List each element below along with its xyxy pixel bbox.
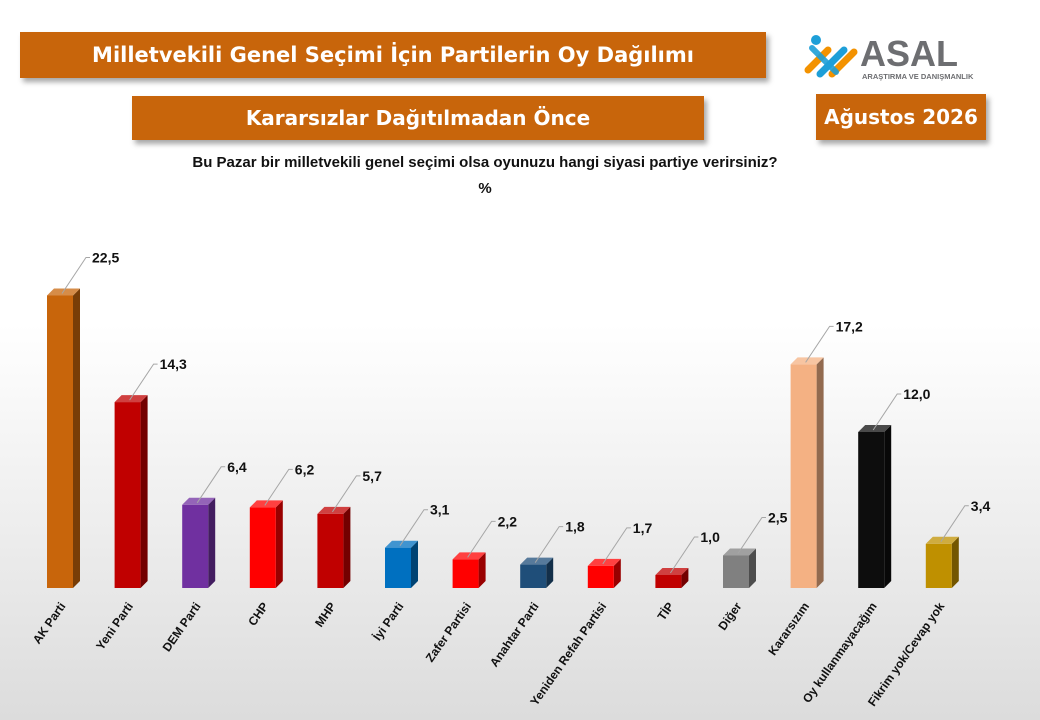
value-label: 6,4 (227, 459, 247, 475)
asal-logo: ASAL ARAŞTIRMA VE DANIŞMANLIK (804, 33, 974, 81)
logo-tagline: ARAŞTIRMA VE DANIŞMANLIK (862, 72, 974, 81)
leader-line (602, 527, 631, 565)
value-label: 3,4 (971, 498, 991, 514)
bar-side (208, 497, 216, 588)
category-label: Yeniden Refah Partisi (527, 600, 609, 709)
bar (317, 513, 344, 588)
leader-line (331, 475, 361, 513)
value-label: 12,0 (903, 386, 930, 402)
leader-line (61, 257, 90, 294)
unit-label: % (478, 180, 492, 197)
leader-line (805, 325, 834, 363)
bar-side (343, 506, 351, 588)
category-label: Oy kullanmayacağım (800, 600, 880, 706)
bar (114, 402, 141, 588)
value-label: 22,5 (92, 250, 119, 266)
value-label: 17,2 (836, 318, 863, 334)
leader-line (467, 520, 496, 558)
category-label: CHP (245, 600, 271, 629)
bar-side (951, 536, 959, 588)
category-label: MHP (312, 600, 339, 630)
chart-title-banner: Milletvekili Genel Seçimi İçin Partileri… (20, 32, 766, 78)
value-label: 2,5 (768, 510, 788, 526)
bar-side (681, 568, 689, 588)
bar-side (478, 552, 486, 588)
category-label: Diğer (715, 599, 744, 632)
bar-side (613, 558, 621, 588)
category-label: DEM Parti (160, 600, 204, 654)
value-label: 2,2 (498, 513, 518, 529)
category-label: Anahtar Parti (487, 600, 542, 670)
bar (655, 575, 682, 588)
logo-name: ASAL (860, 33, 958, 74)
leader-line (196, 466, 226, 504)
category-label: AK Parti (30, 600, 69, 647)
bar (385, 547, 411, 588)
bar (520, 564, 547, 588)
bar-side (140, 395, 148, 588)
value-label: 3,1 (430, 502, 450, 518)
leader-line (534, 526, 564, 563)
category-label: İyi Parti (369, 599, 406, 643)
bar (858, 432, 885, 588)
category-label: TİP (654, 599, 677, 623)
bar (182, 504, 209, 588)
value-label: 1,7 (633, 520, 653, 536)
leader-line (872, 393, 902, 431)
bar-side (411, 540, 418, 588)
value-label: 5,7 (362, 468, 382, 484)
chart-question: Bu Pazar bir milletvekili genel seçimi o… (192, 154, 778, 171)
bar (925, 543, 952, 588)
bar-side (73, 288, 80, 588)
leader-line (940, 505, 969, 543)
bar-side (275, 500, 283, 588)
bar-side (816, 357, 824, 588)
bar (47, 295, 73, 588)
bar-side (546, 557, 554, 588)
chart-subtitle-banner: Kararsızlar Dağıtılmadan Önce (132, 96, 704, 140)
category-label: Yeni Parti (93, 600, 136, 653)
leader-line (737, 517, 766, 554)
category-label: Kararsızım (765, 600, 812, 658)
bar (723, 555, 749, 588)
value-label: 6,2 (295, 461, 315, 477)
category-label: Fikrim yok/Cevap yok (865, 599, 947, 708)
leader-line (129, 363, 158, 401)
asal-logo-mark (804, 35, 858, 78)
bar-side (884, 425, 892, 588)
bar-side (749, 548, 756, 588)
leader-line (669, 536, 699, 574)
category-label: Zafer Partisi (423, 600, 474, 665)
bar (587, 565, 614, 588)
bar (452, 559, 479, 588)
bar (249, 507, 276, 588)
value-label: 1,0 (700, 529, 720, 545)
leader-line (264, 468, 293, 506)
value-label: 14,3 (160, 356, 187, 372)
value-label: 1,8 (565, 519, 585, 535)
date-banner: Ağustos 2026 (816, 94, 986, 140)
bar (790, 364, 817, 588)
leader-line (399, 509, 428, 546)
